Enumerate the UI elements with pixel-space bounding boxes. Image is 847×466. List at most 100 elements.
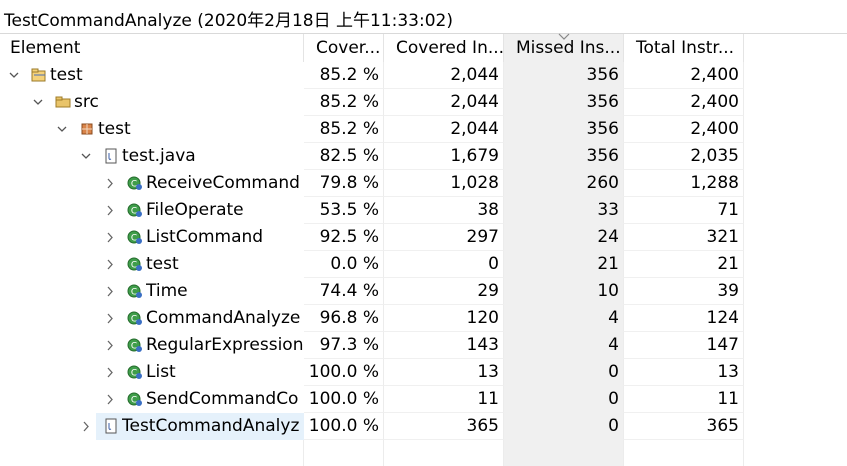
svg-text:C: C <box>131 396 137 406</box>
svg-text:C: C <box>131 234 137 244</box>
cell-value: 2,035 <box>624 143 744 170</box>
expander-glyph <box>107 394 113 405</box>
svg-text:C: C <box>131 288 137 298</box>
expander-glyph <box>81 153 91 159</box>
cell-value: 82.5 % <box>304 143 384 170</box>
expander-glyph <box>107 286 113 297</box>
element-icon: C <box>127 257 142 271</box>
cell-value: 71 <box>624 197 744 224</box>
expander[interactable] <box>103 332 117 359</box>
cell-value: 85.2 % <box>304 62 384 89</box>
expander-glyph <box>83 421 89 432</box>
column-header[interactable]: Element <box>0 34 304 62</box>
element-name[interactable]: TestCommandAnalyz <box>122 416 300 436</box>
cell-value: 297 <box>384 224 504 251</box>
expander[interactable] <box>103 386 117 413</box>
cell-value: 0 <box>504 386 624 413</box>
view-title: TestCommandAnalyze (2020年2月18日 上午11:33:0… <box>4 11 453 31</box>
cell-value: 365 <box>624 413 744 440</box>
expander[interactable] <box>79 413 93 440</box>
cell-value: 356 <box>504 62 624 89</box>
cell-value: 33 <box>504 197 624 224</box>
expander[interactable] <box>79 143 93 170</box>
cell-value: 260 <box>504 170 624 197</box>
column-separator <box>743 440 744 466</box>
expander[interactable] <box>103 251 117 278</box>
expander[interactable] <box>103 359 117 386</box>
element-name[interactable]: Time <box>146 281 188 301</box>
expander[interactable] <box>103 170 117 197</box>
cell-value: 0 <box>504 359 624 386</box>
expander-glyph <box>107 232 113 243</box>
cell-value: 0 <box>504 413 624 440</box>
cell-value: 21 <box>624 251 744 278</box>
element-name[interactable]: test.java <box>122 146 196 166</box>
cell-value: 356 <box>504 89 624 116</box>
cell-value: 11 <box>624 386 744 413</box>
element-name[interactable]: test <box>98 119 131 139</box>
column-header[interactable]: Total Instr... <box>624 34 744 62</box>
cell-value: 0.0 % <box>304 251 384 278</box>
element-icon: C <box>127 392 142 406</box>
cell-value: 38 <box>384 197 504 224</box>
expander-glyph <box>57 126 67 132</box>
element-name[interactable]: test <box>146 254 179 274</box>
element-icon <box>105 148 117 164</box>
cell-value: 356 <box>504 143 624 170</box>
expander[interactable] <box>31 89 45 116</box>
cell-value: 39 <box>624 278 744 305</box>
element-name[interactable]: ListCommand <box>146 227 264 247</box>
svg-text:C: C <box>131 315 137 325</box>
element-name[interactable]: CommandAnalyze <box>146 308 301 328</box>
expander[interactable] <box>103 224 117 251</box>
expander-glyph <box>107 340 113 351</box>
element-icon: C <box>127 284 142 298</box>
element-name[interactable]: src <box>74 92 99 112</box>
expander[interactable] <box>55 116 69 143</box>
cell-value: 21 <box>504 251 624 278</box>
expander[interactable] <box>7 62 21 89</box>
cell-value: 2,044 <box>384 116 504 143</box>
element-name[interactable]: List <box>146 362 176 382</box>
element-name[interactable]: SendCommandCo <box>146 389 299 409</box>
cell-value: 147 <box>624 332 744 359</box>
expander-glyph <box>9 72 19 78</box>
cell-value: 13 <box>384 359 504 386</box>
cell-value: 79.8 % <box>304 170 384 197</box>
cell-value: 96.8 % <box>304 305 384 332</box>
cell-value: 1,288 <box>624 170 744 197</box>
cell-value: 53.5 % <box>304 197 384 224</box>
cell-value: 92.5 % <box>304 224 384 251</box>
element-icon <box>55 96 71 108</box>
cell-value: 321 <box>624 224 744 251</box>
cell-value: 2,400 <box>624 62 744 89</box>
cell-value: 2,400 <box>624 116 744 143</box>
cell-value: 11 <box>384 386 504 413</box>
expander[interactable] <box>103 197 117 224</box>
element-name[interactable]: FileOperate <box>146 200 244 220</box>
column-header[interactable]: Missed Ins... <box>504 34 624 62</box>
element-name[interactable]: ReceiveCommand <box>146 173 300 193</box>
expander[interactable] <box>103 305 117 332</box>
element-name[interactable]: test <box>50 65 83 85</box>
cell-value: 1,028 <box>384 170 504 197</box>
expander-glyph <box>107 259 113 270</box>
expander-glyph <box>107 367 113 378</box>
cell-value: 2,044 <box>384 62 504 89</box>
cell-value: 100.0 % <box>304 386 384 413</box>
cell-value: 0 <box>384 251 504 278</box>
svg-text:C: C <box>131 261 137 271</box>
element-name[interactable]: RegularExpression <box>146 335 304 355</box>
svg-text:C: C <box>131 369 137 379</box>
column-header[interactable]: Covered In... <box>384 34 504 62</box>
column-separator <box>383 440 384 466</box>
column-separator <box>303 440 304 466</box>
column-header[interactable]: Cover... <box>304 34 384 62</box>
expander[interactable] <box>103 278 117 305</box>
title-bar <box>0 0 847 34</box>
column-separator <box>623 440 624 466</box>
expander-glyph <box>107 313 113 324</box>
element-icon: C <box>127 203 142 217</box>
svg-text:C: C <box>131 207 137 217</box>
